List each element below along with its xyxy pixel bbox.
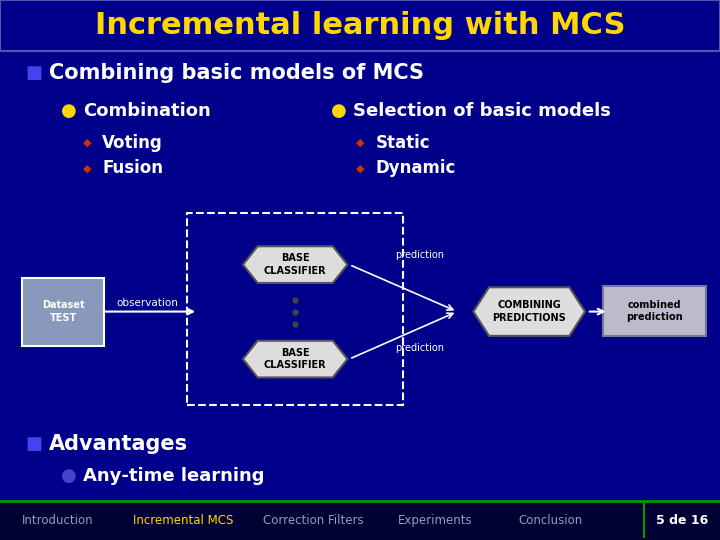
Text: ◆: ◆ — [356, 164, 365, 173]
Text: Any-time learning: Any-time learning — [83, 467, 264, 485]
Text: Dataset
TEST: Dataset TEST — [42, 300, 85, 323]
Text: ◆: ◆ — [83, 138, 91, 148]
Text: Static: Static — [376, 134, 431, 152]
Text: Conclusion: Conclusion — [518, 514, 583, 527]
Text: prediction: prediction — [395, 343, 444, 353]
Polygon shape — [474, 287, 585, 336]
Text: ●: ● — [331, 102, 347, 120]
Text: Combination: Combination — [83, 102, 210, 120]
FancyBboxPatch shape — [22, 278, 104, 346]
Text: Advantages: Advantages — [49, 434, 188, 454]
Text: Selection of basic models: Selection of basic models — [353, 102, 611, 120]
FancyBboxPatch shape — [603, 286, 706, 336]
Text: Introduction: Introduction — [22, 514, 94, 527]
Text: BASE
CLASSIFIER: BASE CLASSIFIER — [264, 348, 326, 370]
Text: BASE
CLASSIFIER: BASE CLASSIFIER — [264, 253, 326, 276]
Text: observation: observation — [117, 299, 179, 308]
Text: Combining basic models of MCS: Combining basic models of MCS — [49, 63, 424, 83]
Text: ◆: ◆ — [356, 138, 365, 148]
Text: ■: ■ — [25, 64, 42, 82]
Polygon shape — [243, 246, 347, 283]
Text: Correction Filters: Correction Filters — [263, 514, 364, 527]
Text: ●: ● — [61, 102, 77, 120]
Text: Incremental learning with MCS: Incremental learning with MCS — [95, 11, 625, 40]
FancyBboxPatch shape — [0, 0, 720, 51]
Text: prediction: prediction — [395, 251, 444, 260]
Text: ■: ■ — [25, 435, 42, 453]
Text: Incremental MCS: Incremental MCS — [133, 514, 234, 527]
Text: combined
prediction: combined prediction — [626, 300, 683, 322]
Text: ●: ● — [61, 467, 77, 485]
Text: Voting: Voting — [102, 134, 163, 152]
Text: COMBINING
PREDICTIONS: COMBINING PREDICTIONS — [492, 300, 566, 323]
FancyBboxPatch shape — [0, 501, 720, 540]
Text: Experiments: Experiments — [398, 514, 473, 527]
Text: 5 de 16: 5 de 16 — [656, 514, 708, 527]
Polygon shape — [243, 341, 347, 377]
Text: ◆: ◆ — [83, 164, 91, 173]
Text: Fusion: Fusion — [102, 159, 163, 178]
Text: Dynamic: Dynamic — [376, 159, 456, 178]
